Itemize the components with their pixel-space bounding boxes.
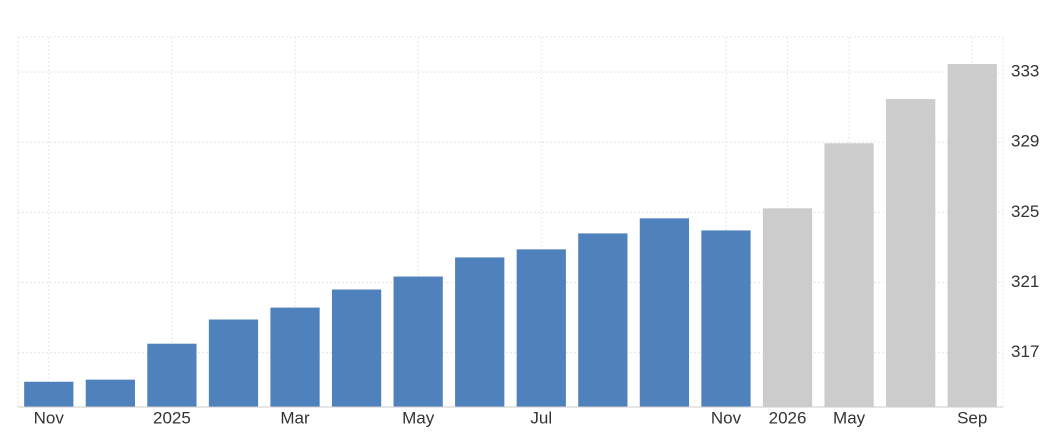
x-tick-label: 2025 — [153, 408, 191, 427]
x-tick-label: May — [402, 408, 435, 427]
bar — [824, 143, 874, 408]
y-tick-label: 321 — [1011, 272, 1039, 291]
x-tick-label: Sep — [957, 408, 987, 427]
bar — [762, 208, 813, 407]
y-tick-label: 317 — [1011, 342, 1039, 361]
bar — [701, 230, 751, 407]
y-tick-label: 329 — [1011, 132, 1039, 151]
y-tick-label: 333 — [1011, 62, 1039, 81]
bar — [639, 218, 690, 407]
bar — [578, 233, 628, 407]
x-tick-label: Nov — [34, 408, 65, 427]
bar — [147, 343, 197, 407]
x-tick-label: Nov — [711, 408, 742, 427]
bar — [393, 276, 443, 407]
bar — [24, 381, 74, 407]
x-tick-label: May — [833, 408, 866, 427]
x-tick-label: 2026 — [769, 408, 807, 427]
x-tick-label: Mar — [280, 408, 310, 427]
x-tick-label: Jul — [530, 408, 552, 427]
bar — [886, 99, 936, 407]
y-tick-label: 325 — [1011, 202, 1039, 221]
bar — [331, 289, 382, 407]
bar — [208, 319, 259, 407]
bar — [270, 307, 320, 407]
bar — [455, 257, 505, 407]
bar — [516, 249, 566, 407]
bar — [947, 64, 997, 408]
bar — [85, 379, 135, 407]
